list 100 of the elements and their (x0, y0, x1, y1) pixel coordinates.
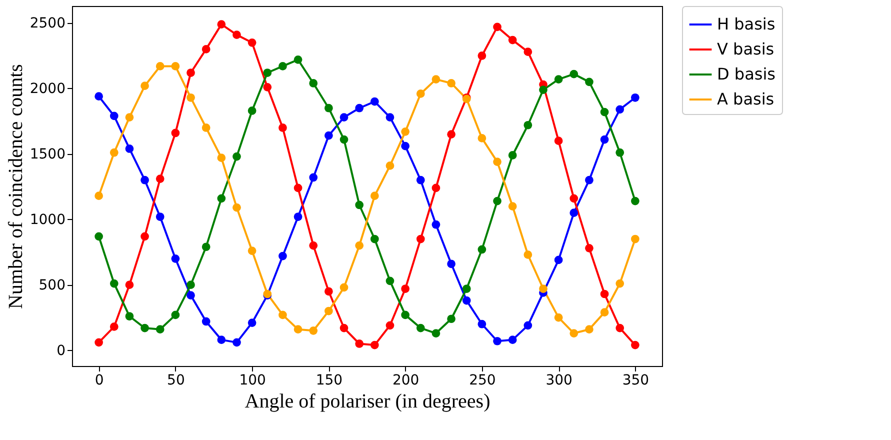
point (432, 329, 440, 338)
point (156, 174, 164, 183)
point (156, 325, 164, 334)
y-tick-label: 2500 (30, 16, 66, 32)
point (600, 290, 609, 298)
point (125, 312, 134, 320)
point (370, 340, 379, 350)
point (447, 79, 456, 88)
point (386, 321, 394, 330)
point (478, 320, 486, 328)
point (94, 92, 103, 100)
point (493, 336, 502, 346)
point (324, 131, 333, 140)
point (140, 232, 149, 241)
point (478, 245, 486, 254)
point (386, 162, 394, 170)
point (600, 308, 609, 316)
point (524, 250, 532, 259)
point (401, 310, 410, 320)
point (508, 202, 517, 210)
legend-label: D basis (717, 64, 776, 84)
point (294, 56, 302, 64)
point (171, 62, 180, 70)
point (524, 321, 532, 330)
point (202, 45, 210, 54)
point (554, 313, 563, 322)
x-axis-title: Angle of polariser (in degrees) (244, 390, 490, 412)
point (447, 130, 456, 138)
point (125, 144, 134, 153)
point (493, 158, 502, 166)
point (370, 192, 379, 200)
point (294, 212, 302, 221)
point (232, 203, 241, 212)
point (263, 68, 272, 77)
point (248, 318, 256, 327)
point (631, 340, 640, 350)
point (401, 142, 410, 150)
point (171, 254, 180, 263)
point (94, 192, 103, 200)
point (447, 314, 456, 324)
point (232, 338, 241, 347)
point (416, 234, 425, 244)
point (94, 338, 103, 347)
point (232, 30, 241, 39)
point (186, 93, 195, 102)
point (309, 173, 318, 182)
point (508, 36, 517, 44)
point (539, 86, 548, 94)
point (585, 244, 594, 252)
y-tick-label: 0 (56, 342, 66, 359)
point (585, 78, 594, 86)
point (355, 340, 364, 348)
point (202, 242, 210, 252)
point (493, 196, 502, 206)
point (110, 279, 118, 288)
point (355, 241, 364, 250)
point (616, 105, 624, 114)
point (416, 176, 425, 184)
y-axis-title: Number of coincidence counts (4, 64, 27, 309)
point (432, 75, 440, 84)
point (278, 124, 287, 132)
point (248, 38, 256, 47)
y-tick-label: 2000 (30, 80, 66, 97)
point (585, 325, 594, 334)
x-tick-label: 50 (167, 372, 185, 388)
point (324, 104, 333, 112)
point (432, 220, 440, 229)
point (600, 135, 609, 144)
point (202, 317, 210, 326)
point (217, 336, 226, 344)
point (248, 106, 256, 115)
y-tick-label: 1500 (30, 146, 66, 162)
point (324, 306, 333, 316)
point (370, 97, 379, 106)
point (294, 184, 302, 192)
point (217, 154, 226, 162)
legend-label: A basis (717, 90, 774, 108)
point (110, 112, 118, 120)
point (309, 241, 318, 250)
x-tick-label: 150 (316, 372, 343, 388)
point (401, 284, 410, 293)
point (631, 234, 640, 244)
point (570, 329, 578, 338)
point (156, 62, 164, 70)
point (278, 310, 287, 320)
point (524, 120, 532, 130)
point (309, 326, 318, 335)
point (462, 296, 471, 305)
point (324, 287, 333, 296)
point (416, 324, 425, 332)
point (171, 128, 180, 138)
point (140, 82, 149, 90)
x-tick-label: 350 (622, 372, 650, 388)
x-tick-label: 200 (392, 372, 420, 388)
point (125, 280, 134, 290)
point (232, 152, 241, 161)
y-tick-label: 1000 (30, 212, 66, 228)
point (478, 134, 486, 142)
point (616, 148, 624, 157)
point (570, 70, 578, 78)
